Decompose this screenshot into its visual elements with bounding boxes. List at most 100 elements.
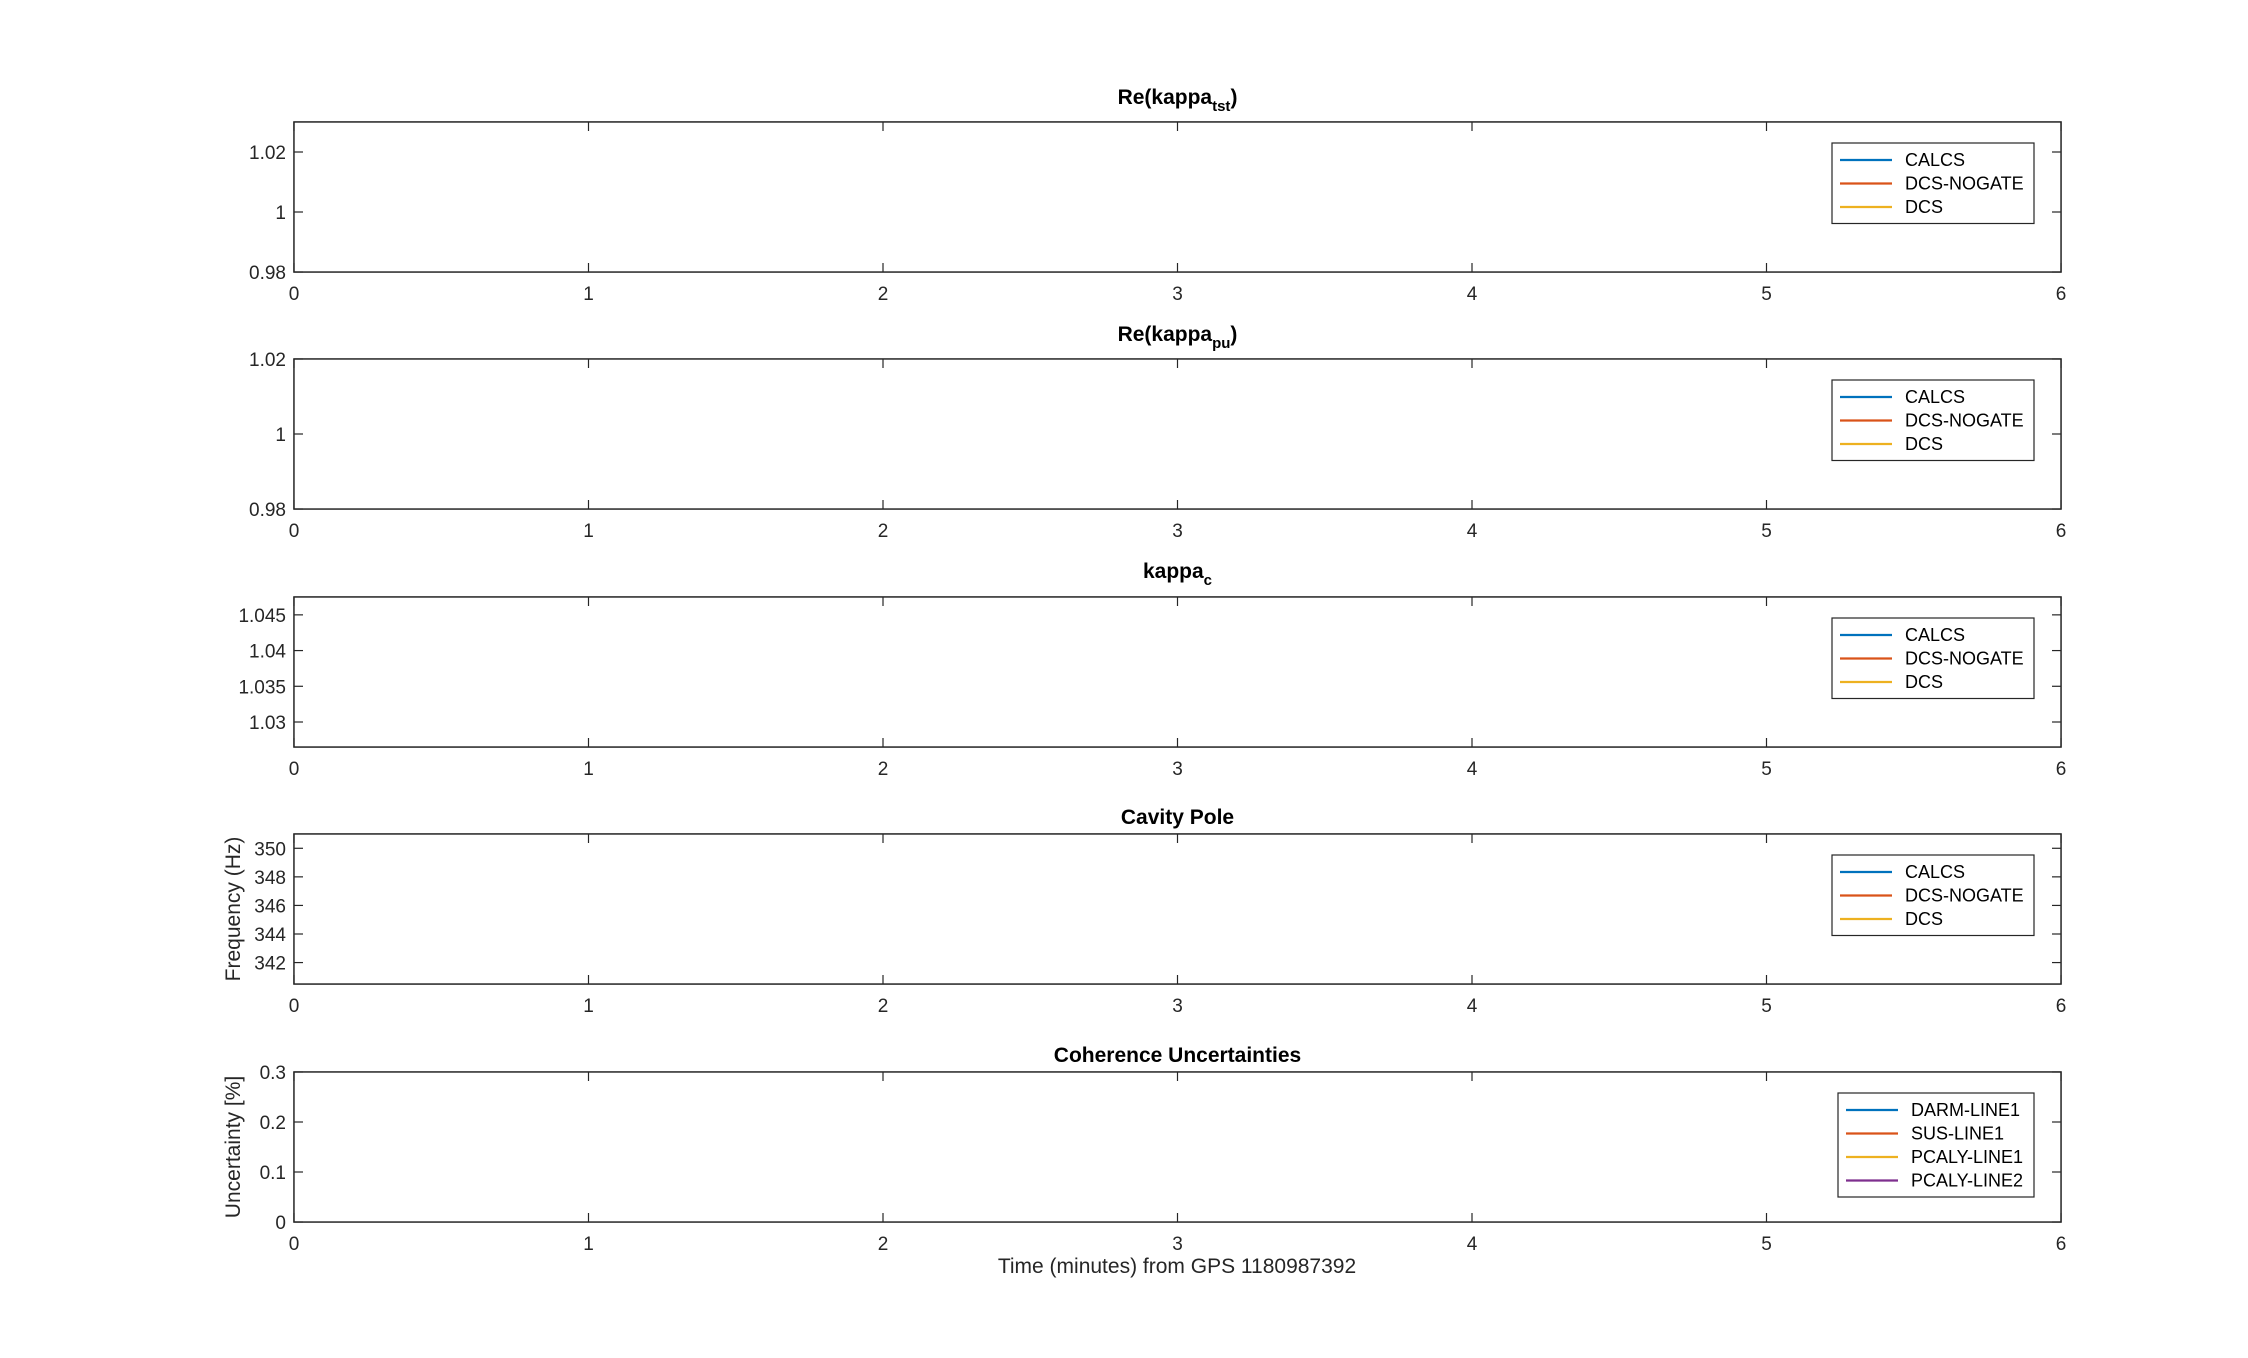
y-axis-label: Frequency (Hz): [222, 837, 245, 982]
x-tick-label: 6: [2056, 996, 2067, 1017]
title-end: ): [1230, 323, 1237, 346]
y-tick-label: 350: [254, 839, 286, 860]
legend-box: [1831, 142, 2035, 225]
legend-label: DCS: [1905, 434, 1943, 454]
axes-box: [293, 358, 2062, 510]
x-tick-label: 3: [1172, 1234, 1183, 1255]
y-tick-label: 0.1: [260, 1163, 286, 1184]
legend: CALCS DCS-NOGATE DCS: [1831, 379, 2035, 462]
legend-label: DCS-NOGATE: [1905, 886, 2024, 906]
x-tick-label: 0: [289, 996, 300, 1017]
x-tick-label: 5: [1761, 759, 1772, 780]
legend-label: DCS: [1905, 909, 1943, 929]
panel-title: Cavity Pole: [1121, 806, 1234, 829]
subplot-1: 0 1 2 3 4 5 6 0.98 1 1.02 Re(kappatst) CALCS DCS-NOG…: [249, 86, 2066, 305]
x-tick-label: 3: [1172, 521, 1183, 542]
y-tick-label: 1.02: [249, 350, 286, 371]
x-tick-label: 3: [1172, 996, 1183, 1017]
x-tick-label: 0: [289, 759, 300, 780]
y-tick-label: 0: [275, 1213, 286, 1234]
x-tick-label: 2: [878, 284, 889, 305]
legend-label: DCS-NOGATE: [1905, 649, 2024, 669]
title-end: ): [1230, 86, 1237, 109]
legend-label: DCS: [1905, 672, 1943, 692]
legend-label: PCALY-LINE2: [1911, 1171, 2023, 1191]
panel-title: Coherence Uncertainties: [1054, 1044, 1301, 1067]
axes-box: [293, 833, 2062, 985]
y-tick-label: 0.98: [249, 500, 286, 521]
x-tick-label: 4: [1467, 521, 1478, 542]
x-axis-label: Time (minutes) from GPS 1180987392: [998, 1255, 1356, 1278]
x-tick-label: 5: [1761, 284, 1772, 305]
x-tick-label: 0: [289, 1234, 300, 1255]
x-tick-label: 4: [1467, 996, 1478, 1017]
x-tick-label: 1: [583, 521, 594, 542]
y-tick-label: 1.035: [238, 677, 286, 698]
x-tick-label: 3: [1172, 284, 1183, 305]
x-tick-label: 1: [583, 759, 594, 780]
x-tick-label: 2: [878, 996, 889, 1017]
legend-label: DCS-NOGATE: [1905, 411, 2024, 431]
y-tick-label: 346: [254, 896, 286, 917]
title-main: Cavity Pole: [1121, 806, 1234, 829]
legend-label: CALCS: [1905, 862, 1965, 882]
x-tick-label: 5: [1761, 521, 1772, 542]
x-tick-label: 6: [2056, 759, 2067, 780]
panel-title: Re(kappatst): [1118, 86, 1238, 115]
x-tick-label: 6: [2056, 521, 2067, 542]
legend-label: SUS-LINE1: [1911, 1124, 2004, 1144]
legend: CALCS DCS-NOGATE DCS: [1831, 142, 2035, 225]
title-subscript: tst: [1212, 98, 1230, 115]
panel-title: Re(kappapu): [1118, 323, 1238, 352]
legend: CALCS DCS-NOGATE DCS: [1831, 617, 2035, 700]
x-tick-label: 2: [878, 759, 889, 780]
y-tick-label: 0.2: [260, 1113, 286, 1134]
y-tick-label: 1.02: [249, 143, 286, 164]
title-main: Re(kappa: [1118, 86, 1213, 109]
y-tick-label: 1.03: [249, 713, 286, 734]
x-tick-label: 5: [1761, 1234, 1772, 1255]
legend-label: CALCS: [1905, 150, 1965, 170]
axes-box: [293, 121, 2062, 273]
y-tick-label: 344: [254, 925, 286, 946]
y-tick-label: 0.98: [249, 263, 286, 284]
x-tick-label: 5: [1761, 996, 1772, 1017]
title-subscript: c: [1204, 572, 1212, 589]
x-tick-label: 4: [1467, 759, 1478, 780]
legend-label: PCALY-LINE1: [1911, 1147, 2023, 1167]
x-tick-label: 6: [2056, 1234, 2067, 1255]
x-tick-label: 1: [583, 1234, 594, 1255]
subplot-5: 0 1 2 3 4 5 6 0 0.1 0.2 0.3 Coherence Uncertainties…: [222, 1044, 2066, 1255]
title-main: Coherence Uncertainties: [1054, 1044, 1301, 1067]
title-subscript: pu: [1212, 335, 1230, 352]
subplot-4: 0 1 2 3 4 5 6 342 344 346 348 350 Cavity Pole Frequen…: [222, 806, 2066, 1017]
x-tick-label: 0: [289, 284, 300, 305]
legend-label: CALCS: [1905, 625, 1965, 645]
title-main: kappa: [1143, 560, 1204, 583]
legend: CALCS DCS-NOGATE DCS: [1831, 854, 2035, 937]
x-tick-label: 4: [1467, 1234, 1478, 1255]
legend-label: DCS: [1905, 197, 1943, 217]
y-tick-label: 1: [275, 425, 286, 446]
y-tick-label: 1.045: [238, 606, 286, 627]
y-tick-label: 0.3: [260, 1063, 286, 1084]
axes-box: [293, 1071, 2062, 1223]
x-tick-label: 2: [878, 521, 889, 542]
x-tick-label: 6: [2056, 284, 2067, 305]
x-tick-label: 2: [878, 1234, 889, 1255]
y-tick-label: 1: [275, 203, 286, 224]
y-tick-label: 1.04: [249, 642, 286, 663]
panel-title: kappac: [1143, 560, 1212, 589]
y-tick-label: 348: [254, 868, 286, 889]
y-tick-label: 342: [254, 954, 286, 975]
x-tick-label: 1: [583, 284, 594, 305]
x-tick-label: 1: [583, 996, 594, 1017]
x-tick-label: 3: [1172, 759, 1183, 780]
legend-label: DCS-NOGATE: [1905, 174, 2024, 194]
axes-box: [293, 596, 2062, 748]
legend: DARM-LINE1 SUS-LINE1 PCALY-LINE1 PCALY-LINE…: [1837, 1092, 2035, 1198]
legend-label: DARM-LINE1: [1911, 1100, 2020, 1120]
subplot-panels: 0 1 2 3 4 5 6 0.98 1 1.02 Re(kappatst) CALCS DCS-NOG…: [222, 86, 2066, 1255]
x-tick-label: 4: [1467, 284, 1478, 305]
